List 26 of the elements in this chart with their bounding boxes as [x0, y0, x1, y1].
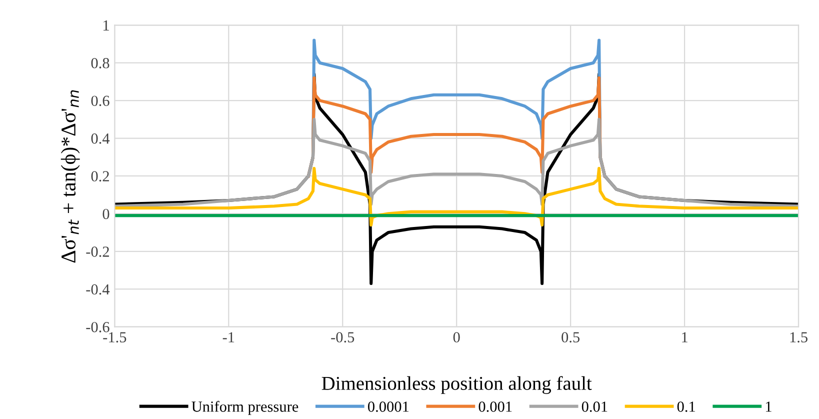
legend-label: 0.001 [478, 402, 512, 412]
y-tick-label: 0.6 [91, 96, 110, 106]
y-axis-title: Δσ'$_{nt}$ + tan(ϕ)*Δσ'$_{nn}$ [60, 90, 80, 263]
legend-label: 0.01 [582, 402, 608, 412]
legend-label: 0.1 [677, 402, 695, 412]
y-tick-label: -0.4 [86, 284, 110, 295]
y-tick-label: 0.2 [91, 171, 109, 182]
y-tick-label: -0.2 [86, 246, 109, 257]
x-axis-title: Dimensionless position along fault [322, 376, 592, 394]
x-tick-label: -0.5 [331, 332, 354, 342]
x-tick-label: -1.5 [103, 332, 126, 342]
legend-label: Uniform pressure [192, 400, 298, 415]
x-tick-label: -1 [222, 332, 234, 342]
x-tick-label: 0 [453, 332, 460, 342]
line-series [114, 166, 799, 227]
x-tick-label: 0.5 [562, 332, 580, 342]
x-tick-label: 1 [682, 332, 688, 342]
y-tick-label: 0.4 [91, 133, 110, 144]
y-tick-label: -0.6 [86, 322, 110, 332]
x-tick-label: 1.5 [790, 332, 808, 342]
y-tick-label: 0.8 [91, 58, 110, 68]
y-tick-label: 0 [102, 208, 110, 220]
y-tick-label: 1 [104, 20, 109, 30]
legend-label: 0.0001 [368, 402, 409, 412]
line-series [114, 118, 799, 208]
legend-label: 1 [766, 402, 772, 412]
